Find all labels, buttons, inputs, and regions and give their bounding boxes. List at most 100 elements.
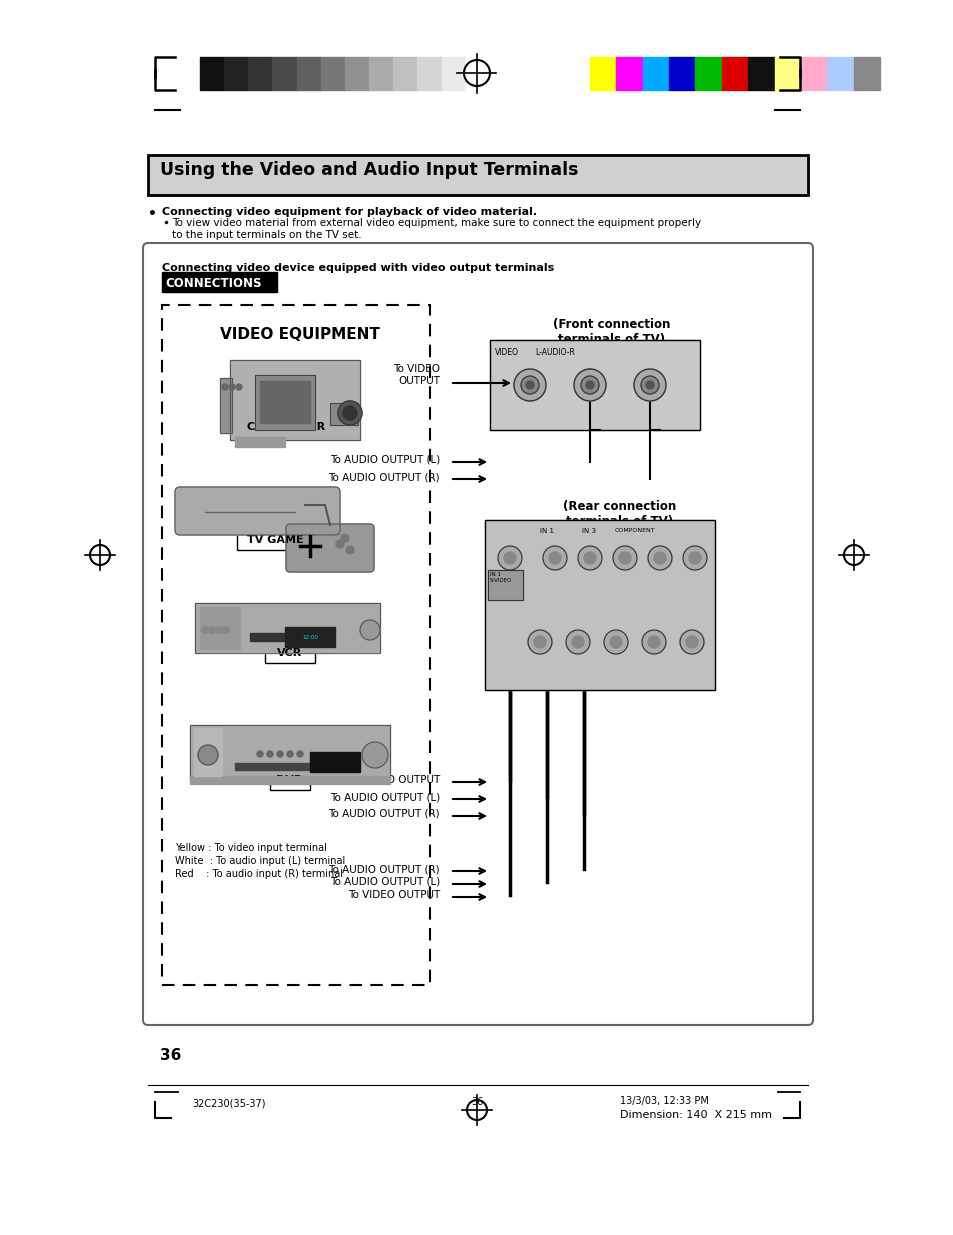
- Circle shape: [267, 751, 273, 757]
- Circle shape: [209, 626, 215, 634]
- Circle shape: [634, 369, 665, 401]
- Bar: [826, 57, 853, 90]
- Text: White  : To audio input (L) terminal: White : To audio input (L) terminal: [174, 856, 345, 866]
- Bar: [330, 403, 357, 425]
- Text: IN 3: IN 3: [581, 529, 596, 534]
- Circle shape: [542, 546, 566, 571]
- Text: L-AUDIO-R: L-AUDIO-R: [535, 348, 575, 357]
- Circle shape: [222, 384, 228, 390]
- Circle shape: [361, 742, 388, 768]
- Bar: [265, 646, 314, 663]
- Text: Connecting video equipment for playback of video material.: Connecting video equipment for playback …: [162, 207, 537, 217]
- Bar: [254, 375, 314, 430]
- Text: (Front connection
terminals of TV): (Front connection terminals of TV): [553, 317, 670, 346]
- Bar: [220, 378, 232, 433]
- Bar: [369, 57, 393, 90]
- Circle shape: [343, 406, 356, 420]
- Circle shape: [527, 630, 552, 655]
- Bar: [230, 359, 359, 440]
- Bar: [193, 727, 222, 776]
- Bar: [200, 606, 240, 650]
- Text: To AUDIO OUTPUT (L): To AUDIO OUTPUT (L): [330, 454, 439, 466]
- Bar: [190, 725, 390, 781]
- Bar: [200, 57, 224, 90]
- Circle shape: [682, 546, 706, 571]
- Text: 36: 36: [160, 1049, 181, 1063]
- Bar: [194, 603, 379, 653]
- Bar: [148, 156, 807, 195]
- Circle shape: [645, 382, 654, 389]
- Bar: [248, 57, 273, 90]
- Circle shape: [497, 546, 521, 571]
- Circle shape: [525, 382, 534, 389]
- Bar: [320, 57, 345, 90]
- Circle shape: [688, 552, 700, 564]
- Circle shape: [654, 552, 665, 564]
- Text: DVD: DVD: [276, 776, 303, 785]
- Text: Dimension: 140  X 215 mm: Dimension: 140 X 215 mm: [619, 1110, 771, 1120]
- Text: To AUDIO OUTPUT (R): To AUDIO OUTPUT (R): [328, 809, 439, 819]
- Circle shape: [647, 636, 659, 648]
- Circle shape: [618, 552, 630, 564]
- Text: VCR: VCR: [277, 648, 302, 658]
- Text: (Rear connection
terminals of TV): (Rear connection terminals of TV): [563, 500, 676, 529]
- Text: Using the Video and Audio Input Terminals: Using the Video and Audio Input Terminal…: [160, 161, 578, 179]
- Text: VIDEO: VIDEO: [495, 348, 518, 357]
- Circle shape: [335, 540, 344, 548]
- Bar: [668, 57, 695, 90]
- Text: Yellow : To video input terminal: Yellow : To video input terminal: [174, 844, 327, 853]
- Circle shape: [296, 751, 303, 757]
- Text: 12:00: 12:00: [302, 635, 317, 640]
- Text: COMPONENT: COMPONENT: [615, 529, 655, 534]
- Bar: [285, 627, 335, 647]
- Text: CANON: CANON: [240, 450, 260, 454]
- Bar: [234, 437, 285, 447]
- Circle shape: [580, 375, 598, 394]
- Circle shape: [640, 375, 659, 394]
- Circle shape: [548, 552, 560, 564]
- Text: To AUDIO OUTPUT (L): To AUDIO OUTPUT (L): [330, 877, 439, 887]
- Bar: [490, 340, 700, 430]
- Circle shape: [603, 630, 627, 655]
- Text: Connecting video device equipped with video output terminals: Connecting video device equipped with vi…: [162, 263, 554, 273]
- Bar: [296, 57, 320, 90]
- Bar: [270, 773, 310, 790]
- Bar: [220, 378, 232, 433]
- Text: To VIDEO OUTPUT: To VIDEO OUTPUT: [348, 776, 439, 785]
- Bar: [853, 57, 879, 90]
- Circle shape: [256, 751, 263, 757]
- Circle shape: [583, 552, 596, 564]
- Circle shape: [609, 636, 621, 648]
- Bar: [417, 57, 441, 90]
- Circle shape: [613, 546, 637, 571]
- FancyBboxPatch shape: [286, 524, 374, 572]
- Bar: [488, 571, 522, 600]
- Circle shape: [287, 751, 293, 757]
- Circle shape: [346, 546, 354, 555]
- Bar: [721, 57, 747, 90]
- Bar: [393, 57, 417, 90]
- Text: VIDEO EQUIPMENT: VIDEO EQUIPMENT: [220, 327, 379, 342]
- Circle shape: [685, 636, 698, 648]
- Bar: [695, 57, 721, 90]
- Circle shape: [647, 546, 671, 571]
- Bar: [642, 57, 668, 90]
- Bar: [273, 57, 296, 90]
- Text: To VIDEO OUTPUT: To VIDEO OUTPUT: [348, 890, 439, 900]
- Circle shape: [337, 401, 361, 425]
- Bar: [774, 57, 801, 90]
- Bar: [224, 57, 248, 90]
- Text: To AUDIO OUTPUT (L): To AUDIO OUTPUT (L): [330, 792, 439, 802]
- Circle shape: [222, 626, 230, 634]
- Circle shape: [229, 384, 234, 390]
- Text: 32C230(35-37): 32C230(35-37): [192, 1098, 265, 1108]
- Bar: [162, 305, 430, 986]
- Bar: [801, 57, 826, 90]
- Text: 13/3/03, 12:33 PM: 13/3/03, 12:33 PM: [619, 1095, 708, 1107]
- Bar: [236, 534, 313, 550]
- Circle shape: [201, 626, 209, 634]
- Text: IN 1
S-VIDEO: IN 1 S-VIDEO: [490, 572, 512, 583]
- Bar: [260, 382, 310, 424]
- Bar: [194, 603, 379, 653]
- Bar: [330, 403, 357, 425]
